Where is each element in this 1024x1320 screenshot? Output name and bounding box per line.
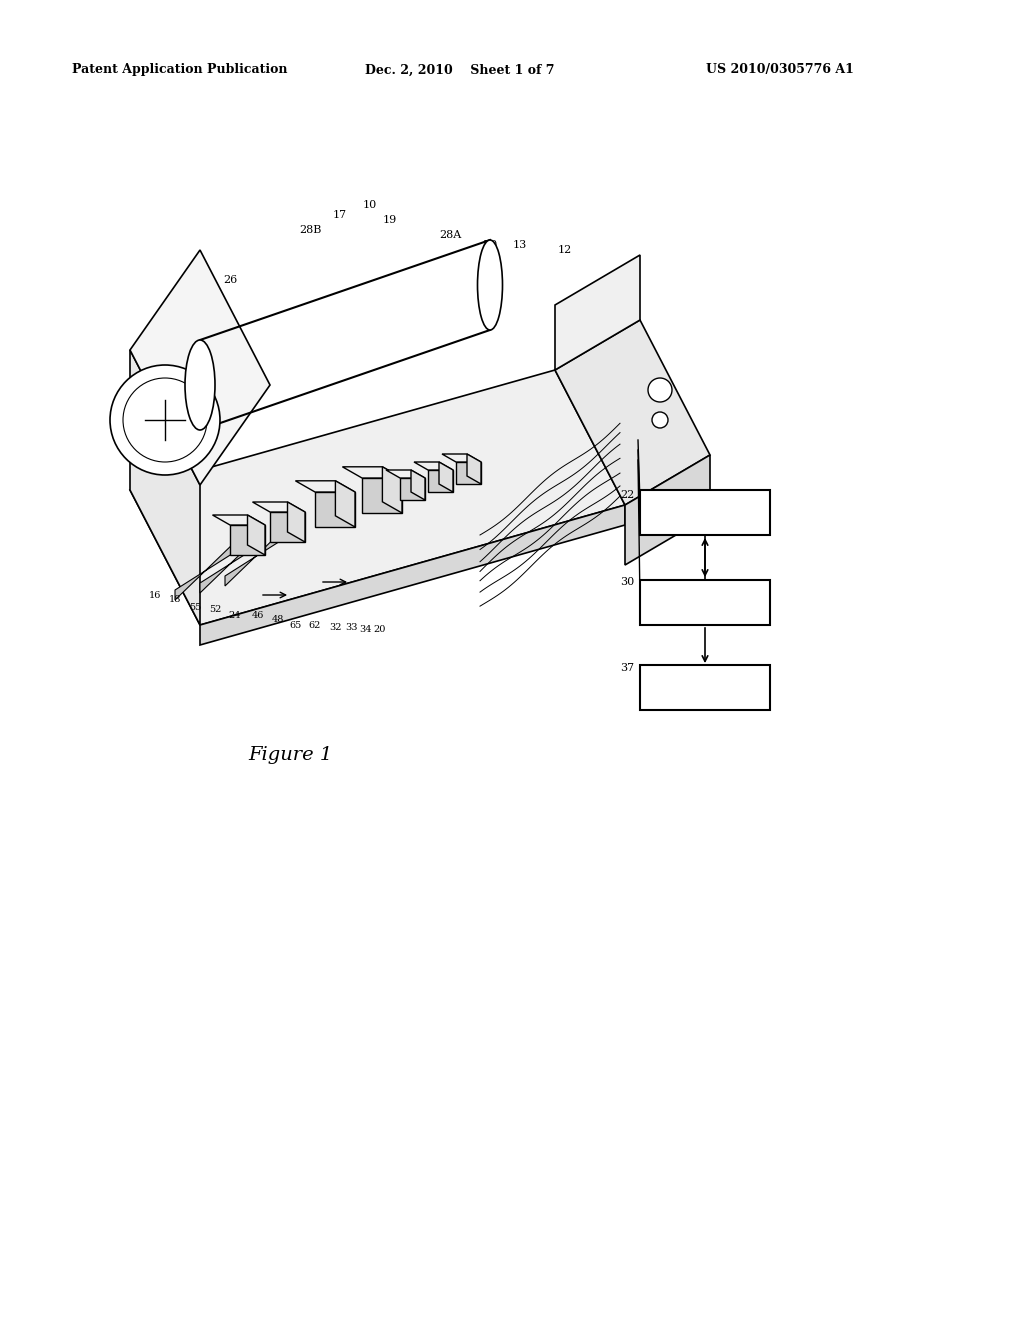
Text: 12: 12: [558, 246, 572, 255]
Text: 28A: 28A: [439, 230, 461, 240]
Text: 19: 19: [383, 215, 397, 224]
Text: Controller: Controller: [673, 597, 737, 609]
Polygon shape: [414, 462, 453, 470]
Polygon shape: [270, 512, 305, 543]
Text: Figure 1: Figure 1: [248, 746, 332, 764]
Polygon shape: [315, 492, 355, 527]
Text: 10: 10: [362, 201, 377, 210]
Text: 52: 52: [209, 606, 221, 615]
Polygon shape: [295, 480, 355, 492]
Text: 34: 34: [358, 626, 372, 635]
Text: Dec. 2, 2010    Sheet 1 of 7: Dec. 2, 2010 Sheet 1 of 7: [366, 63, 555, 77]
Text: +: +: [378, 483, 386, 491]
FancyBboxPatch shape: [640, 665, 770, 710]
Polygon shape: [428, 470, 453, 492]
Polygon shape: [362, 478, 402, 513]
Text: 32: 32: [329, 623, 341, 632]
Polygon shape: [225, 528, 285, 586]
Text: 50: 50: [483, 240, 497, 249]
Polygon shape: [442, 454, 481, 462]
Polygon shape: [288, 502, 305, 543]
Text: +: +: [244, 525, 252, 535]
Text: 37: 37: [620, 663, 634, 673]
Text: 22: 22: [620, 490, 634, 500]
Polygon shape: [130, 350, 200, 624]
Polygon shape: [386, 470, 425, 478]
Text: Motion System: Motion System: [657, 506, 753, 519]
Polygon shape: [253, 502, 305, 512]
Text: 18: 18: [169, 595, 181, 605]
Polygon shape: [248, 515, 265, 554]
Polygon shape: [175, 543, 234, 601]
Polygon shape: [555, 319, 710, 506]
Polygon shape: [336, 480, 355, 527]
Text: 48: 48: [271, 615, 285, 624]
Circle shape: [652, 412, 668, 428]
Polygon shape: [213, 515, 265, 525]
Text: Image Data: Image Data: [668, 681, 742, 694]
Polygon shape: [555, 255, 640, 370]
Polygon shape: [400, 478, 425, 500]
Text: US 2010/0305776 A1: US 2010/0305776 A1: [707, 63, 854, 77]
Polygon shape: [342, 467, 402, 478]
Circle shape: [123, 378, 207, 462]
Polygon shape: [230, 525, 265, 554]
Polygon shape: [467, 454, 481, 484]
Text: 62: 62: [309, 620, 322, 630]
Circle shape: [648, 378, 672, 403]
Polygon shape: [130, 370, 625, 624]
Text: +: +: [331, 495, 339, 504]
Circle shape: [110, 366, 220, 475]
FancyBboxPatch shape: [640, 579, 770, 624]
Text: 33: 33: [346, 623, 358, 632]
Polygon shape: [382, 467, 402, 513]
Polygon shape: [625, 455, 710, 565]
Polygon shape: [411, 470, 425, 500]
Text: 46: 46: [252, 610, 264, 619]
Polygon shape: [200, 506, 625, 645]
Text: 30: 30: [620, 577, 634, 587]
Text: 65: 65: [289, 620, 301, 630]
FancyBboxPatch shape: [640, 490, 770, 535]
Text: 17: 17: [333, 210, 347, 220]
Polygon shape: [200, 535, 260, 593]
Text: 13: 13: [513, 240, 527, 249]
Ellipse shape: [477, 240, 503, 330]
Text: 26: 26: [223, 275, 238, 285]
Polygon shape: [456, 462, 481, 484]
Text: Patent Application Publication: Patent Application Publication: [73, 63, 288, 77]
Text: 20: 20: [374, 626, 386, 635]
Text: 24: 24: [228, 610, 242, 619]
Ellipse shape: [185, 341, 215, 430]
Text: +: +: [284, 512, 292, 521]
Text: 55: 55: [188, 603, 201, 612]
Polygon shape: [130, 249, 270, 484]
Text: 16: 16: [148, 590, 161, 599]
Polygon shape: [439, 462, 453, 492]
Text: 28B: 28B: [299, 224, 322, 235]
